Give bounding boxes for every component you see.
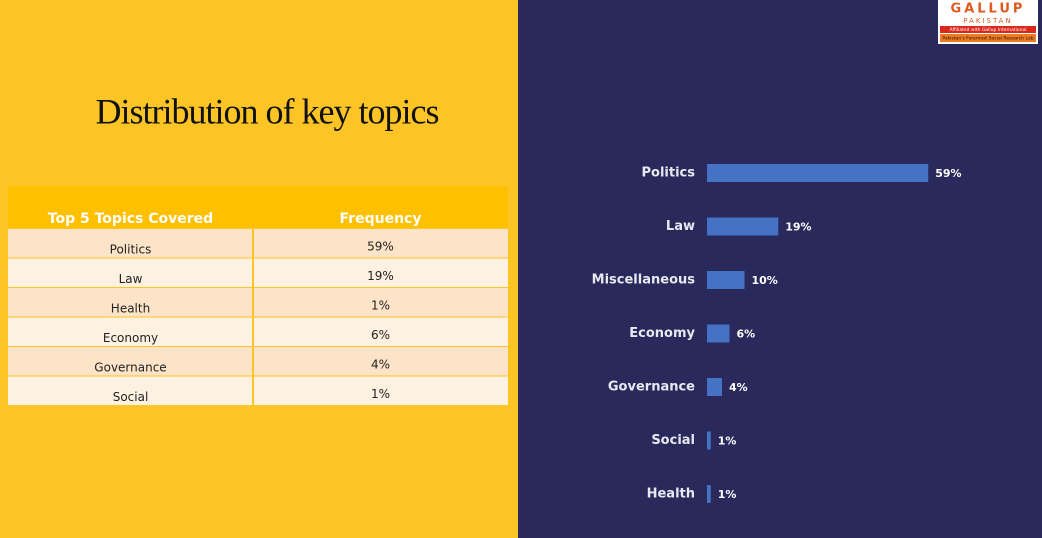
value-label: 59% xyxy=(935,167,961,180)
table-cell: Economy xyxy=(103,331,158,345)
category-label: Politics xyxy=(642,166,696,181)
table-header-cell: Frequency xyxy=(340,211,422,227)
table-cell-bg xyxy=(254,376,508,405)
logo-country: PAKISTAN xyxy=(963,17,1012,25)
category-label: Social xyxy=(651,433,695,448)
table-cell-bg xyxy=(254,347,508,376)
category-label: Miscellaneous xyxy=(592,273,696,288)
bar xyxy=(707,378,722,396)
logo-tagline: Pakistan's Foremost Social Research Lab xyxy=(942,36,1033,42)
table-cell: Social xyxy=(113,390,149,404)
value-label: 6% xyxy=(737,328,756,341)
table-cell-bg xyxy=(8,317,252,346)
bar xyxy=(707,324,730,343)
category-label: Governance xyxy=(608,380,695,395)
value-label: 1% xyxy=(718,435,737,448)
table-header-bg xyxy=(8,186,508,228)
value-label: 1% xyxy=(718,488,737,501)
table-cell-bg xyxy=(254,258,508,287)
table-cell: Law xyxy=(119,272,143,286)
table-cell-bg xyxy=(8,376,252,405)
logo-affiliation: Affiliated with Gallup International xyxy=(949,27,1026,33)
bar xyxy=(707,164,929,182)
table-cell-bg xyxy=(254,317,508,346)
bar xyxy=(707,431,711,450)
table-cell: Politics xyxy=(110,243,152,257)
category-label: Health xyxy=(647,487,695,502)
table-cell-bg xyxy=(8,229,252,258)
table-cell: 19% xyxy=(367,269,394,283)
slide-title: Distribution of key topics xyxy=(96,91,439,131)
table-cell: 4% xyxy=(371,358,390,372)
table-cell-bg xyxy=(254,229,508,258)
table-cell: 6% xyxy=(371,328,390,342)
table-header-cell: Top 5 Topics Covered xyxy=(48,211,213,227)
table-cell-bg xyxy=(8,347,252,376)
table-cell-bg xyxy=(8,288,252,317)
logo-band xyxy=(940,34,1036,42)
table-cell: 1% xyxy=(371,299,390,313)
table-cell-bg xyxy=(8,258,252,287)
value-label: 4% xyxy=(729,381,748,394)
right-panel xyxy=(518,0,1042,538)
table-cell: Health xyxy=(111,302,150,316)
table-cell: Governance xyxy=(94,361,166,375)
logo-band xyxy=(940,26,1036,33)
logo-name: GALLUP xyxy=(951,2,1026,17)
table-cell: 1% xyxy=(371,387,390,401)
value-label: 10% xyxy=(752,274,778,287)
bar xyxy=(707,271,745,289)
value-label: 19% xyxy=(785,221,811,234)
category-label: Economy xyxy=(629,326,695,341)
bar xyxy=(707,485,711,503)
category-label: Law xyxy=(666,219,695,234)
bar xyxy=(707,217,779,236)
logo: GALLUP PAKISTAN Affiliated with Gallup I… xyxy=(938,0,1038,44)
table-cell: 59% xyxy=(367,240,394,254)
table-cell-bg xyxy=(254,288,508,317)
